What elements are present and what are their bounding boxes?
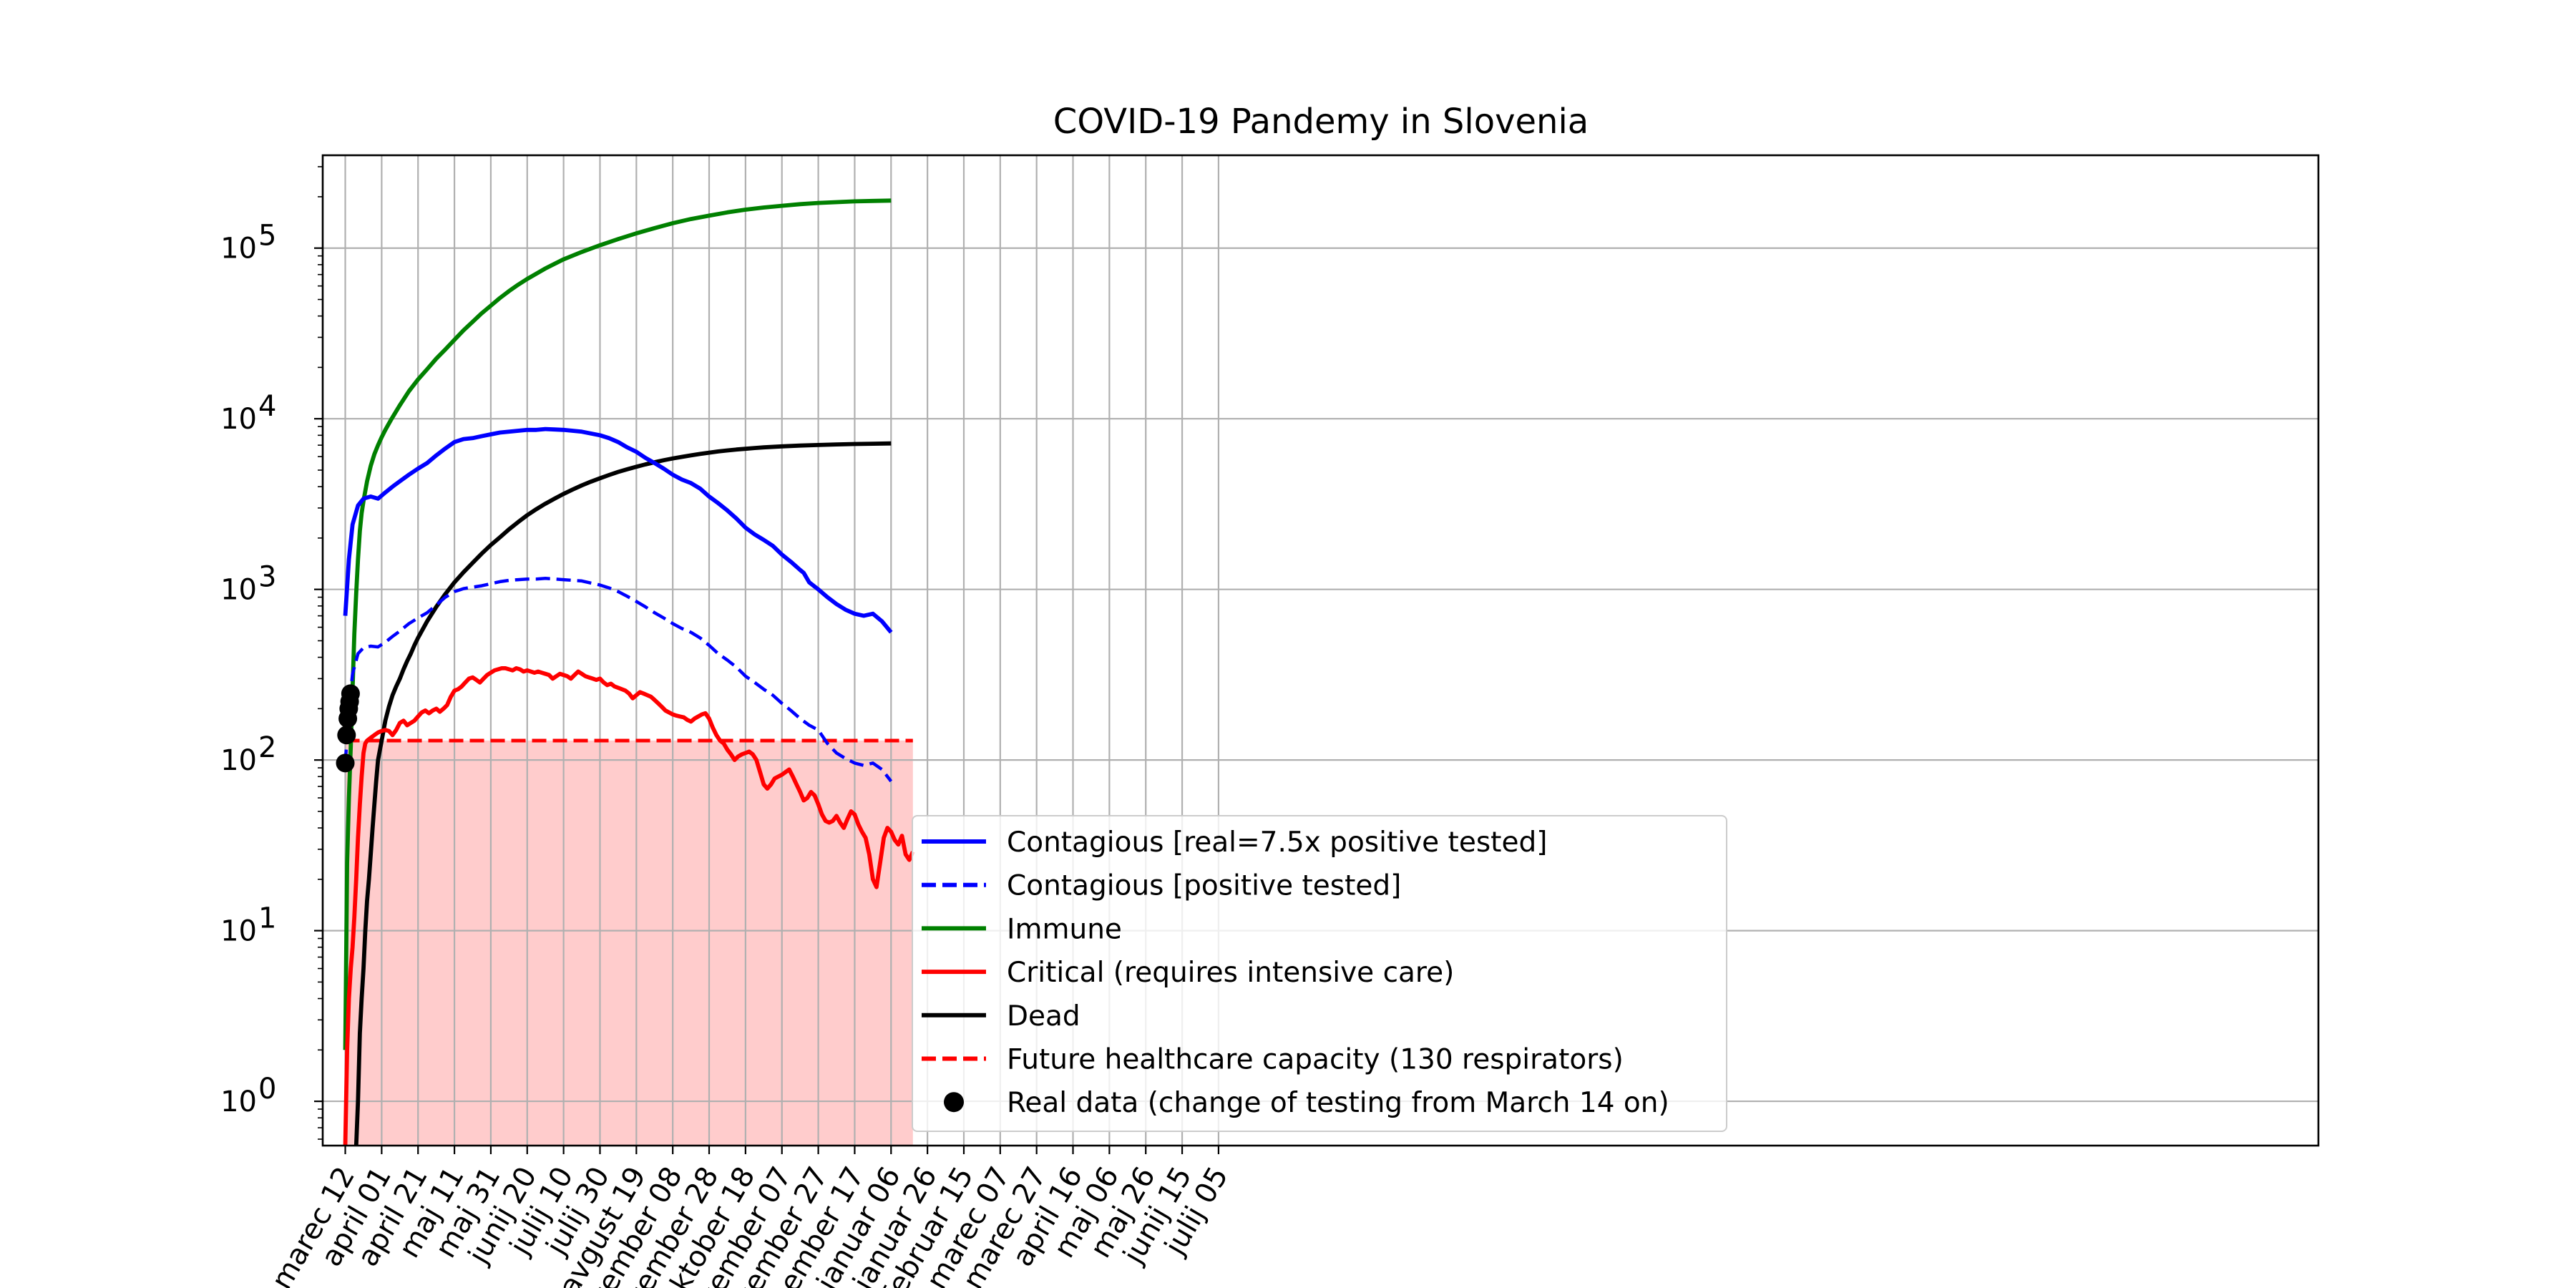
legend-swatch	[944, 1092, 964, 1113]
y-tick-exponent: 0	[258, 1073, 276, 1106]
legend-label: Critical (requires intensive care)	[1007, 957, 1454, 989]
y-tick-label: 10	[220, 915, 257, 948]
legend-label: Future healthcare capacity (130 respirat…	[1007, 1044, 1624, 1076]
series-line-0	[343, 426, 893, 634]
y-tick-exponent: 1	[258, 902, 276, 935]
legend-box	[912, 815, 1727, 1132]
legend-label: Contagious [positive tested]	[1007, 870, 1401, 902]
real-data-point	[336, 753, 355, 773]
legend-label: Contagious [real=7.5x positive tested]	[1007, 826, 1547, 859]
real-data-point	[341, 684, 360, 703]
legend-label: Immune	[1007, 913, 1122, 945]
y-tick-label: 10	[220, 744, 257, 777]
real-data-point	[337, 726, 356, 745]
plot-frame	[321, 154, 2320, 1147]
y-tick-exponent: 4	[258, 390, 276, 423]
legend-label: Dead	[1007, 1000, 1080, 1033]
capacity-fill	[345, 740, 913, 1146]
legend-label: Real data (change of testing from March …	[1007, 1087, 1669, 1119]
series-line-2	[343, 198, 892, 1050]
y-tick-label: 10	[220, 403, 257, 436]
y-tick-exponent: 3	[258, 561, 276, 594]
series-line-3	[343, 666, 915, 1146]
series-line-1	[343, 577, 893, 783]
y-tick-label: 10	[220, 574, 257, 607]
y-tick-label: 10	[220, 1085, 257, 1118]
y-tick-exponent: 2	[258, 731, 276, 764]
y-tick-exponent: 5	[258, 220, 276, 253]
y-tick-label: 10	[220, 233, 257, 265]
series-line-4	[353, 441, 892, 1146]
chart-title: COVID-19 Pandemy in Slovenia	[1053, 102, 1589, 142]
